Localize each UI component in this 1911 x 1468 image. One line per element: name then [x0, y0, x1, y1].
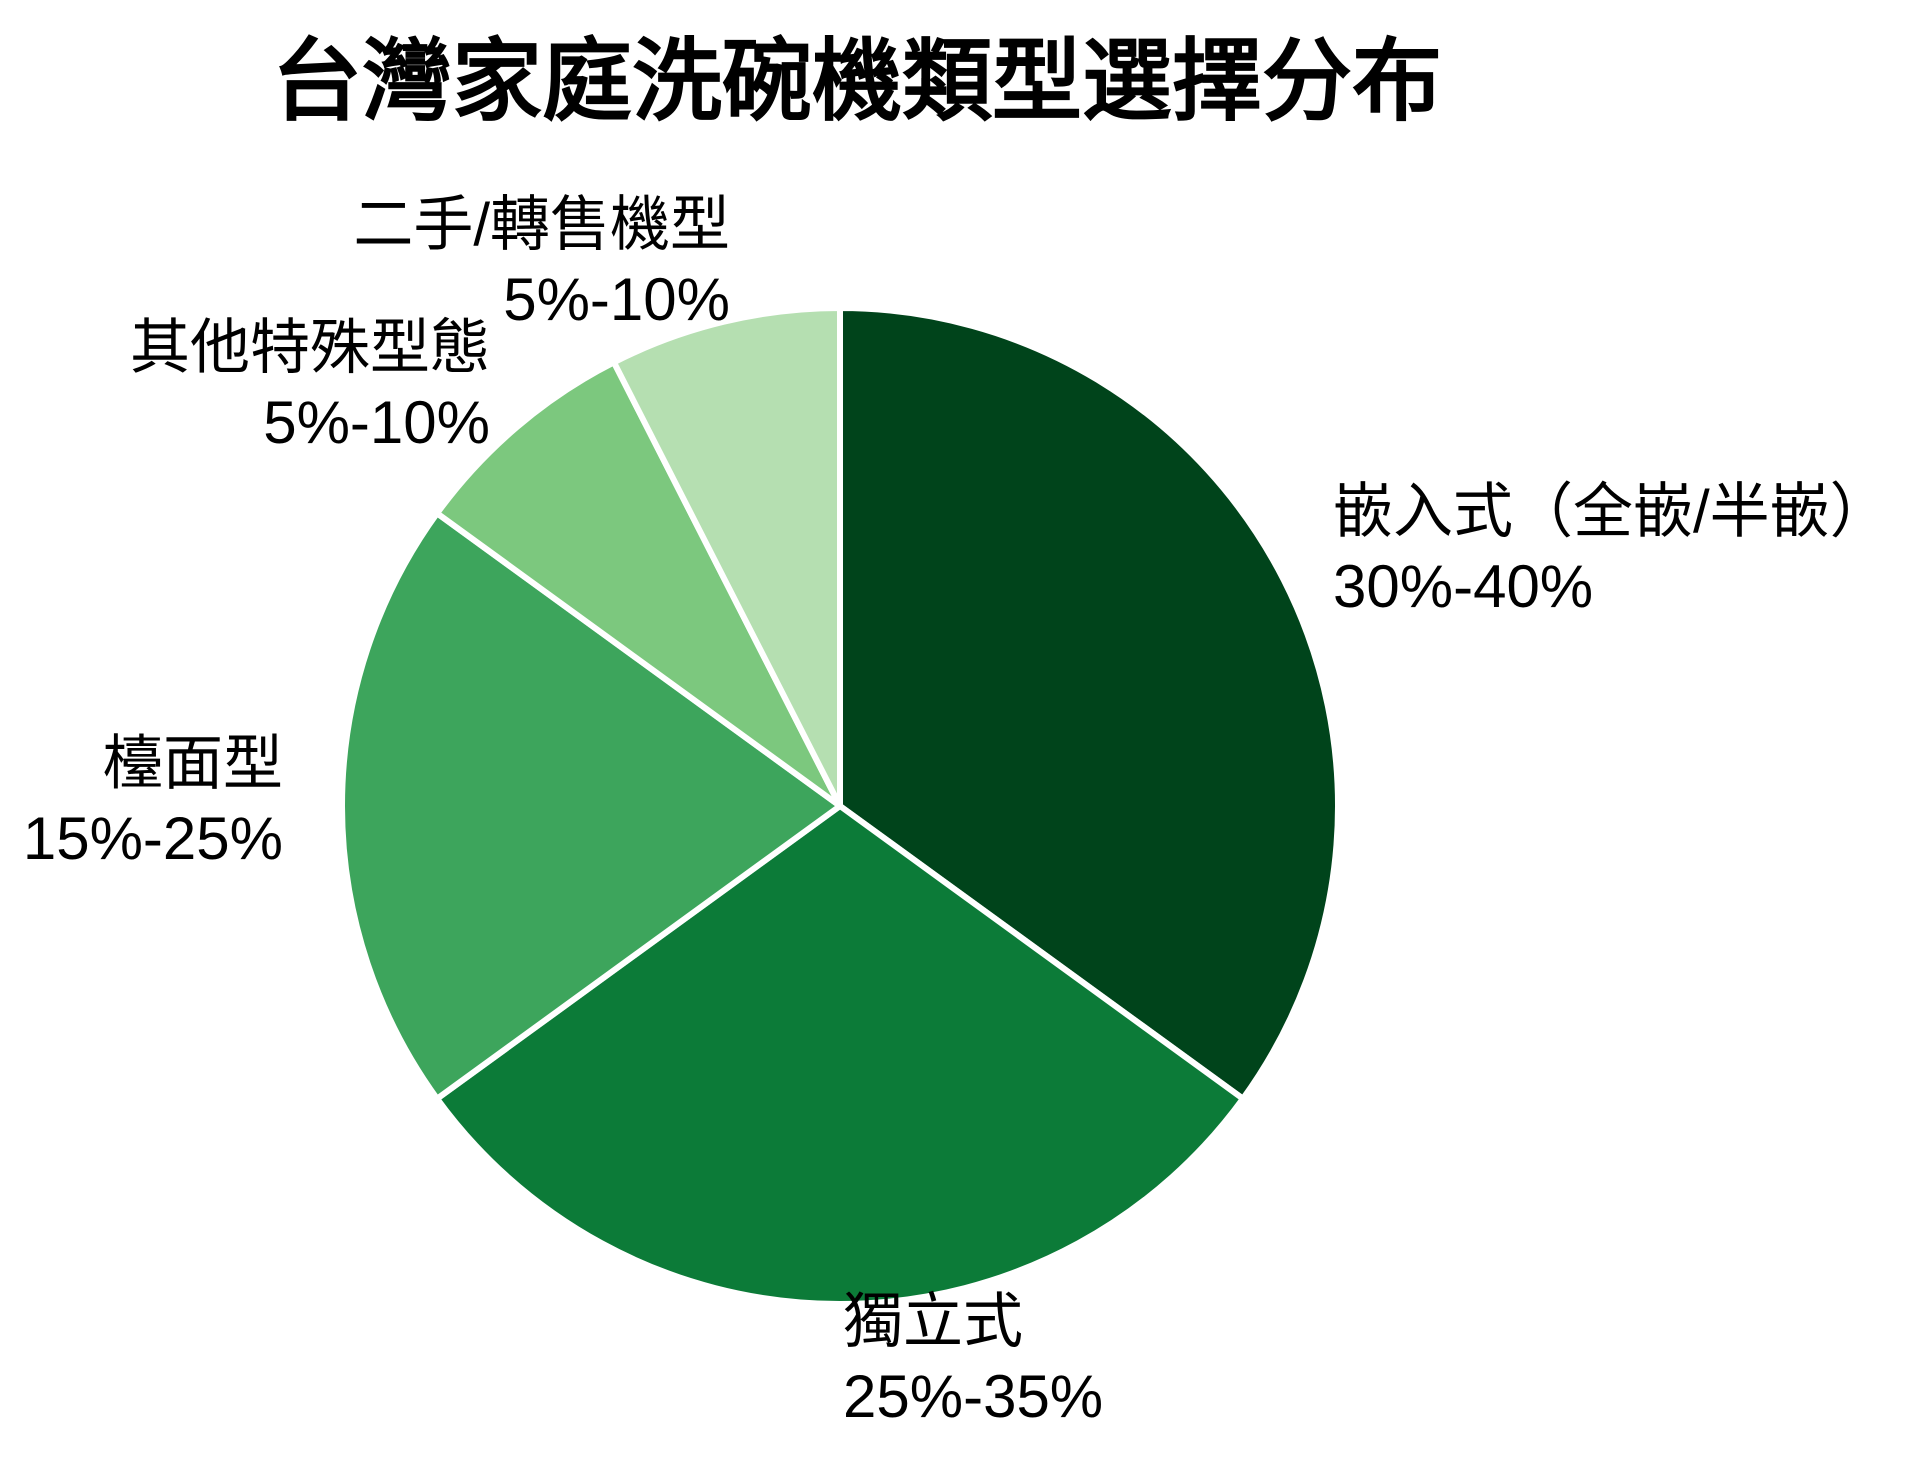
chart-title: 台灣家庭洗碗機類型選擇分布: [272, 32, 1442, 132]
slice-label-other-types-name: 其他特殊型態: [130, 314, 490, 381]
slice-label-countertop: 檯面型 15%-25%: [0, 726, 283, 876]
slice-label-built-in: 嵌入式（全嵌/半嵌） 30%-40%: [1333, 474, 1890, 624]
slice-label-countertop-range: 15%-25%: [22, 805, 283, 872]
slice-label-secondhand: 二手/轉售機型 5%-10%: [0, 187, 730, 337]
slice-label-secondhand-range: 5%-10%: [503, 266, 730, 333]
pie-slice-0: [837, 305, 1341, 1102]
pie-slice-2: [338, 510, 843, 1102]
pie-slice-4: [610, 305, 843, 809]
slice-label-other-types: 其他特殊型態 5%-10%: [0, 310, 490, 460]
slice-label-other-types-range: 5%-10%: [263, 389, 490, 456]
pie-slice-1: [434, 803, 1246, 1307]
slice-label-secondhand-name: 二手/轉售機型: [353, 191, 730, 258]
slice-label-freestanding-name: 獨立式: [843, 1288, 1023, 1355]
slice-label-built-in-range: 30%-40%: [1333, 553, 1594, 620]
slice-label-freestanding: 獨立式 25%-35%: [843, 1284, 1103, 1434]
slice-label-built-in-name: 嵌入式（全嵌/半嵌）: [1333, 478, 1890, 545]
slice-label-countertop-name: 檯面型: [103, 730, 283, 797]
slice-label-freestanding-range: 25%-35%: [843, 1363, 1104, 1430]
pie-slice-3: [434, 359, 843, 809]
